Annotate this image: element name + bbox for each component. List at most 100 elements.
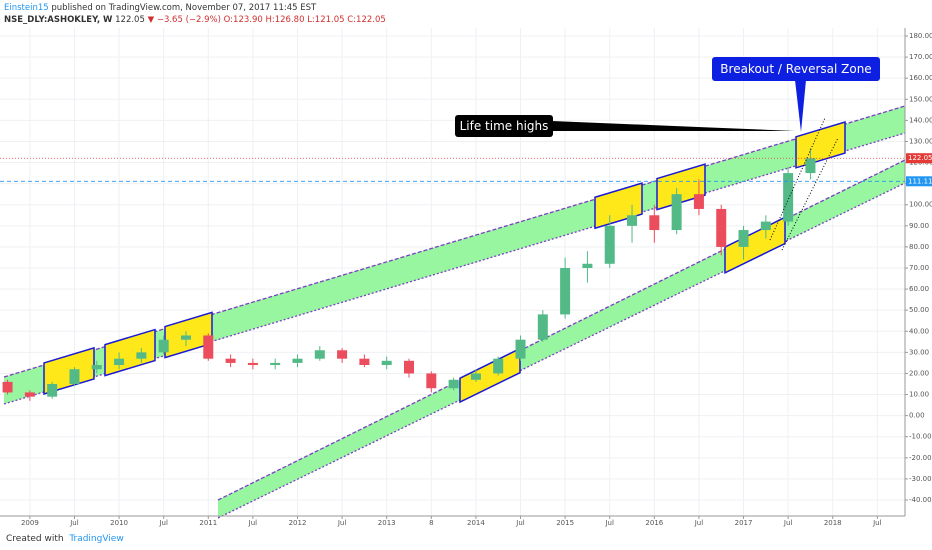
zone-box (795, 121, 846, 169)
y-tick-label: -40.00 (909, 496, 932, 504)
zone-box (43, 346, 95, 395)
candle-body (69, 369, 80, 384)
candle-body (203, 335, 214, 359)
candle-body (292, 358, 303, 363)
y-tick-label: 30.00 (909, 348, 929, 356)
y-tick-label: 80.00 (909, 243, 929, 251)
x-tick-label: Jul (783, 519, 793, 527)
candle-body (136, 352, 147, 359)
candle-body (738, 230, 749, 247)
y-tick-label: -10.00 (909, 433, 932, 441)
zone-box (459, 347, 521, 404)
x-tick-label: 2011 (199, 519, 217, 527)
low: L:121.05 (307, 15, 345, 25)
callout-pointer (795, 80, 806, 132)
x-tick-label: Jul (248, 519, 258, 527)
x-tick-label: 2009 (21, 519, 39, 527)
candle-body (537, 314, 548, 340)
x-tick-label: Jul (69, 519, 79, 527)
published: published on TradingView.com, November 0… (51, 3, 317, 13)
candle-body (448, 379, 459, 389)
footer: Created with TradingView (6, 534, 124, 544)
header-line: NSE_DLY:ASHOKLEY, W 122.05 ▼ −3.65 (−2.9… (4, 14, 386, 26)
candles (2, 148, 816, 401)
y-tick-label: 40.00 (909, 327, 929, 335)
candle-body (158, 339, 169, 353)
candle-body (180, 335, 191, 340)
author: Einstein15 (4, 3, 49, 13)
x-tick-label: Jul (604, 519, 614, 527)
y-tick-label: 100.00 (909, 201, 932, 209)
annotations: Life time highs Breakout / Reversal Zone (455, 57, 880, 137)
trend-line (769, 117, 826, 241)
price-tag (906, 153, 932, 164)
candle-body (783, 173, 794, 222)
candle-body (247, 362, 258, 366)
candle-body (2, 381, 13, 393)
y-tick-label: 90.00 (909, 222, 929, 230)
candle-body (225, 358, 236, 363)
created-with: Created with (6, 534, 64, 544)
price-tag (906, 176, 932, 187)
candle-body (604, 225, 615, 264)
candle-body (760, 221, 771, 231)
candle-body (426, 373, 437, 389)
y-tick-label: 0.00 (909, 412, 925, 420)
candle-body (515, 339, 526, 359)
x-tick-label: Jul (158, 519, 168, 527)
candle-body (582, 263, 593, 268)
candle-body (381, 360, 392, 366)
candle-body (337, 350, 348, 359)
candle-body (649, 215, 660, 231)
callout-box (455, 115, 553, 137)
candle-body (470, 373, 481, 380)
y-tick-label: 20.00 (909, 369, 929, 377)
close: C:122.05 (347, 15, 386, 25)
candle-body (627, 215, 638, 226)
candle-body (24, 392, 35, 397)
y-tick-label: 170.00 (909, 53, 932, 61)
candle-body (114, 358, 125, 366)
callout-pointer (552, 121, 795, 131)
y-tick-label: 10.00 (909, 391, 929, 399)
symbol: NSE_DLY:ASHOKLEY, W (4, 15, 113, 25)
x-tick-label: 2015 (556, 519, 574, 527)
y-tick-label: 140.00 (909, 116, 932, 124)
candle-body (493, 358, 504, 374)
x-tick-label: 2014 (467, 519, 485, 527)
candle-body (47, 384, 58, 397)
channel-edge (217, 182, 906, 519)
y-tick-label: 60.00 (909, 285, 929, 293)
change: ▼ −3.65 (−2.9%) (147, 15, 221, 25)
y-tick-label: 70.00 (909, 264, 929, 272)
x-tick-label: Jul (337, 519, 347, 527)
open: O:123.90 (223, 15, 263, 25)
callout-text: Breakout / Reversal Zone (720, 62, 871, 76)
x-tick-label: 2017 (735, 519, 753, 527)
y-tick-label: -30.00 (909, 475, 932, 483)
y-tick-label: 130.00 (909, 137, 932, 145)
x-tick-label: 8 (429, 519, 433, 527)
y-tick-label: 50.00 (909, 306, 929, 314)
candle-body (270, 362, 281, 366)
y-tick-label: 160.00 (909, 74, 932, 82)
y-tick-label: 150.00 (909, 95, 932, 103)
zones (43, 121, 846, 404)
high: H:126.80 (265, 15, 305, 25)
x-tick-label: 2010 (110, 519, 128, 527)
grid (0, 28, 905, 516)
candle-body (91, 365, 102, 370)
x-tick-label: 2013 (378, 519, 396, 527)
channels (3, 105, 906, 519)
candle-body (805, 158, 816, 174)
candle-body (671, 194, 682, 231)
candle-body (359, 358, 370, 366)
price-tag-label: 122.05 (908, 154, 932, 162)
callout-text: Life time highs (460, 119, 549, 133)
header-line: Einstein15 published on TradingView.com,… (4, 2, 386, 14)
axes: 180.00170.00160.00150.00140.00130.00120.… (0, 32, 932, 527)
x-tick-label: 2016 (645, 519, 663, 527)
brand: TradingView (69, 534, 124, 544)
last: 122.05 (115, 15, 145, 25)
